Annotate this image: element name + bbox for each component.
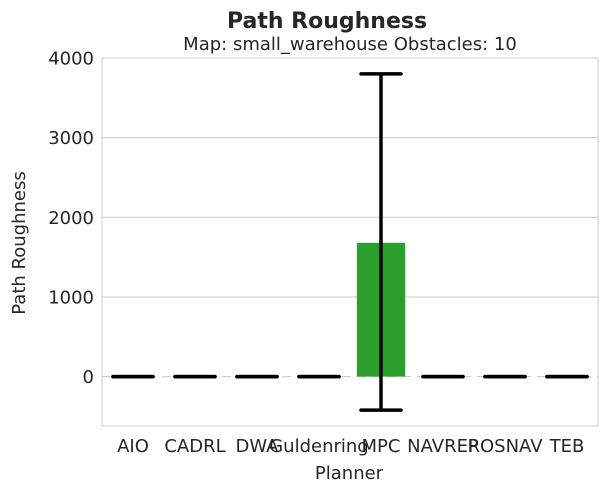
y-axis-label: Path Roughness [9, 171, 30, 314]
bars [109, 243, 591, 377]
error-bars [113, 74, 587, 410]
x-tick-label: Guldenring [269, 436, 369, 457]
plot-frame [102, 58, 598, 426]
grid [102, 58, 598, 297]
x-axis-label: Planner [315, 463, 384, 484]
y-tick-label: 3000 [48, 128, 94, 149]
y-tick-label: 0 [83, 367, 94, 388]
y-tick-label: 4000 [48, 49, 94, 70]
y-tick-label: 1000 [48, 287, 94, 308]
y-tick-label: 2000 [48, 208, 94, 229]
x-tick-label: TEB [549, 436, 585, 457]
x-tick-label: ROSNAV [467, 436, 543, 457]
x-tick-label: MPC [362, 436, 401, 457]
y-tick-labels: 0 1000 2000 3000 4000 [48, 49, 94, 389]
chart-title: Path Roughness [227, 9, 427, 34]
x-tick-label: AIO [117, 436, 149, 457]
chart-subtitle: Map: small_warehouse Obstacles: 10 [183, 34, 517, 55]
x-tick-label: CADRL [164, 436, 225, 457]
